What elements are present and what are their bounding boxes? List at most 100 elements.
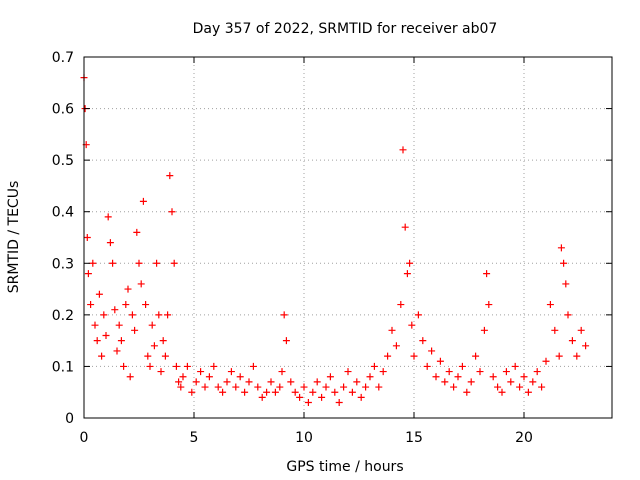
- x-tick-label: 10: [295, 430, 313, 446]
- data-point: [197, 368, 205, 376]
- y-tick-label: 0.4: [52, 205, 74, 221]
- data-point: [309, 388, 317, 396]
- data-point: [476, 368, 484, 376]
- data-point: [133, 228, 141, 236]
- data-point: [557, 244, 565, 252]
- data-point: [542, 357, 550, 365]
- data-point: [278, 368, 286, 376]
- y-tick-label: 0.7: [52, 50, 74, 66]
- data-point: [83, 234, 91, 241]
- y-tick-label: 0.5: [52, 153, 74, 169]
- data-point: [485, 301, 493, 309]
- data-point: [445, 368, 453, 376]
- data-point: [296, 393, 304, 401]
- data-point: [362, 383, 370, 391]
- data-point: [267, 378, 275, 386]
- data-point: [170, 259, 178, 267]
- data-point: [159, 337, 167, 345]
- data-point: [179, 373, 187, 381]
- data-point: [164, 311, 172, 319]
- data-point: [441, 378, 449, 386]
- data-point: [148, 321, 156, 329]
- data-point: [344, 368, 352, 376]
- data-point: [146, 362, 154, 370]
- data-point: [188, 388, 196, 396]
- data-point: [214, 383, 222, 391]
- data-point: [109, 259, 117, 267]
- x-axis-label: GPS time / hours: [286, 459, 403, 475]
- data-point: [419, 337, 427, 345]
- data-point: [318, 393, 326, 401]
- data-point: [223, 378, 231, 386]
- data-point: [313, 378, 321, 386]
- data-point: [98, 352, 106, 360]
- data-point: [520, 373, 528, 381]
- data-point: [153, 259, 161, 267]
- y-tick-label: 0.3: [52, 256, 74, 272]
- data-point: [241, 388, 249, 396]
- data-point: [117, 337, 125, 345]
- data-point: [353, 378, 361, 386]
- data-point: [87, 301, 95, 309]
- y-tick-label: 0: [65, 411, 74, 427]
- data-point: [276, 383, 284, 391]
- data-point: [410, 352, 418, 360]
- data-point: [304, 399, 312, 407]
- data-point: [287, 378, 295, 386]
- data-point: [507, 378, 515, 386]
- data-point: [205, 373, 213, 381]
- data-point: [450, 383, 458, 391]
- data-point: [428, 347, 436, 355]
- y-tick-label: 0.6: [52, 102, 74, 118]
- data-point: [177, 383, 185, 391]
- data-point: [113, 347, 121, 355]
- data-point: [102, 331, 110, 339]
- data-point: [546, 301, 554, 309]
- data-point: [551, 326, 559, 334]
- data-point: [560, 259, 568, 267]
- data-point: [175, 378, 183, 386]
- data-point: [124, 285, 132, 293]
- y-tick-label: 0.1: [52, 359, 74, 375]
- data-point: [155, 311, 163, 319]
- data-point: [271, 388, 279, 396]
- data-point: [322, 383, 330, 391]
- data-point: [406, 259, 414, 267]
- data-point: [408, 321, 416, 329]
- data-point: [399, 146, 407, 154]
- data-point: [375, 383, 383, 391]
- data-point: [582, 342, 590, 350]
- data-point: [104, 213, 112, 221]
- data-point: [249, 362, 257, 370]
- data-point: [432, 373, 440, 381]
- axis-ticks: [83, 56, 612, 419]
- data-point: [529, 378, 537, 386]
- data-point: [282, 337, 290, 345]
- data-point: [498, 388, 506, 396]
- data-point: [370, 362, 378, 370]
- data-point: [538, 383, 546, 391]
- data-point: [150, 342, 158, 350]
- data-point: [472, 352, 480, 360]
- data-point: [183, 362, 191, 370]
- data-point: [236, 373, 244, 381]
- data-point: [331, 388, 339, 396]
- plot-frame: [83, 56, 613, 419]
- data-point: [232, 383, 240, 391]
- data-point: [89, 259, 97, 267]
- data-point: [564, 311, 572, 319]
- data-point: [128, 311, 136, 319]
- data-point: [467, 378, 475, 386]
- data-point: [157, 368, 165, 376]
- grid-lines: [84, 57, 612, 418]
- data-point: [573, 352, 581, 360]
- data-point: [111, 306, 119, 314]
- data-point: [392, 342, 400, 350]
- data-points: [80, 74, 590, 407]
- data-point: [126, 373, 134, 381]
- data-point: [366, 373, 374, 381]
- data-point: [463, 388, 471, 396]
- data-point: [95, 290, 103, 298]
- data-point: [335, 399, 343, 407]
